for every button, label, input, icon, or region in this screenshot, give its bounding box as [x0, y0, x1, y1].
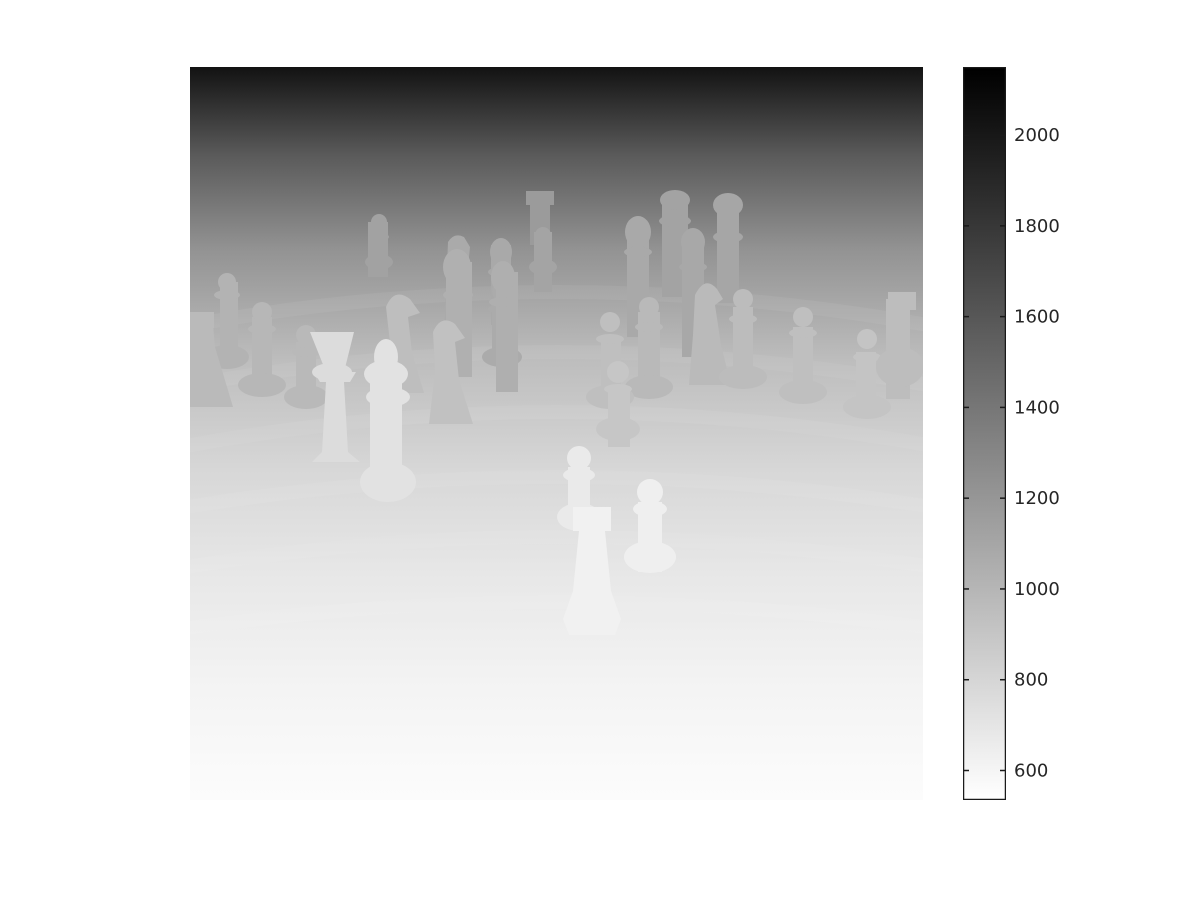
colorbar	[963, 67, 1006, 800]
chess-piece	[238, 302, 286, 397]
colorbar-tick-label: 800	[1014, 670, 1048, 691]
chess-piece	[625, 297, 673, 399]
chess-piece	[719, 289, 767, 389]
depth-background	[190, 67, 923, 800]
chess-piece	[779, 307, 827, 404]
depth-image	[190, 67, 923, 800]
chess-piece	[429, 320, 473, 424]
colorbar-tick-label: 1800	[1014, 216, 1060, 237]
colorbar-tick-label: 1200	[1014, 488, 1060, 509]
chess-piece	[190, 312, 233, 407]
colorbar-tick-label: 1400	[1014, 397, 1060, 418]
chess-piece	[876, 292, 923, 399]
chess-piece	[360, 339, 416, 502]
colorbar-tick-label: 1600	[1014, 307, 1060, 328]
chess-piece	[596, 361, 640, 447]
colorbar-tick-label: 2000	[1014, 125, 1060, 146]
chess-piece	[689, 283, 731, 385]
chess-piece	[563, 507, 621, 635]
chess-piece	[624, 479, 676, 573]
colorbar-ticks: 600 800 1000 1200 1400 1600 1800 2000	[963, 125, 1060, 781]
colorbar-tick-label: 1000	[1014, 579, 1060, 600]
chess-piece	[713, 193, 743, 303]
colorbar-tick-label: 600	[1014, 760, 1048, 781]
chess-piece	[843, 329, 891, 419]
chess-piece	[365, 214, 393, 277]
chess-piece	[624, 216, 652, 337]
chess-piece	[284, 325, 328, 409]
chess-piece	[310, 332, 360, 462]
chess-piece	[529, 227, 557, 292]
chess-piece	[489, 261, 518, 392]
colorbar-gradient	[963, 67, 1006, 800]
